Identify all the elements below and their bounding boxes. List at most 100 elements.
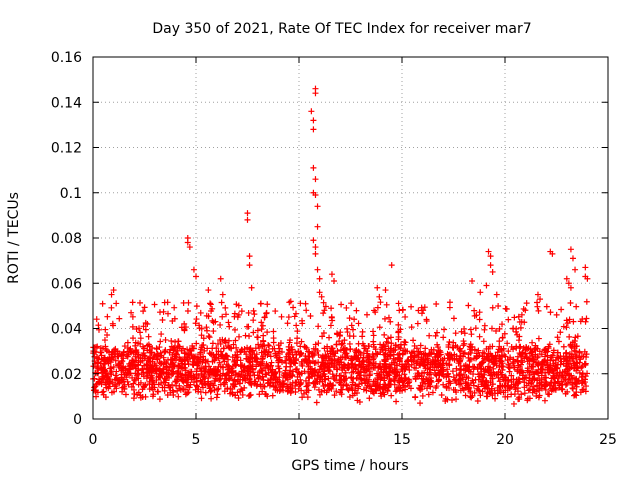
data-point: [210, 328, 217, 335]
data-point: [433, 364, 440, 371]
data-point: [402, 313, 409, 320]
y-tick-labels: 0 0.02 0.04 0.06 0.08 0.1 0.12 0.14 0.16: [51, 50, 82, 428]
data-point: [514, 357, 521, 364]
data-point: [404, 380, 411, 387]
data-point: [302, 377, 309, 384]
data-point: [387, 334, 394, 341]
data-point: [158, 352, 165, 359]
data-point: [131, 362, 138, 369]
data-point: [272, 386, 279, 393]
data-point: [466, 358, 473, 365]
data-point: [481, 350, 488, 357]
data-point: [118, 357, 125, 364]
data-point: [186, 244, 193, 251]
data-point: [521, 390, 528, 397]
data-point: [206, 369, 213, 376]
data-point: [108, 389, 115, 396]
data-point: [290, 304, 297, 311]
data-point: [134, 351, 141, 358]
data-point: [239, 391, 246, 398]
data-point: [101, 337, 108, 344]
data-point: [417, 348, 424, 355]
data-point: [202, 389, 209, 396]
data-point: [202, 357, 209, 364]
data-point: [264, 301, 271, 308]
data-point: [247, 354, 254, 361]
data-point: [294, 373, 301, 380]
data-point: [274, 350, 281, 357]
data-point: [353, 307, 360, 314]
data-point: [499, 371, 506, 378]
data-point: [499, 352, 506, 359]
data-point: [542, 386, 549, 393]
data-point: [209, 305, 216, 312]
data-point: [360, 386, 367, 393]
data-point: [414, 320, 421, 327]
data-point: [212, 318, 219, 325]
data-point: [363, 387, 370, 394]
data-point: [225, 337, 232, 344]
data-point: [127, 345, 134, 352]
data-point: [277, 340, 284, 347]
data-point: [365, 352, 372, 359]
data-point: [467, 393, 474, 400]
data-point: [355, 369, 362, 376]
data-point: [216, 359, 223, 366]
data-point: [150, 365, 157, 372]
data-point: [554, 334, 561, 341]
data-point: [285, 314, 292, 321]
data-point: [580, 386, 587, 393]
data-point: [248, 284, 255, 291]
data-point: [312, 366, 319, 373]
data-point: [245, 365, 252, 372]
y-tick-label: 0.12: [51, 141, 82, 157]
y-tick-label: 0.02: [51, 367, 82, 383]
data-point: [532, 351, 539, 358]
data-point: [566, 333, 573, 340]
data-point: [346, 315, 353, 322]
data-point: [99, 300, 106, 307]
data-point: [188, 348, 195, 355]
data-point: [457, 375, 464, 382]
data-point: [388, 392, 395, 399]
data-point: [420, 307, 427, 314]
data-point: [245, 309, 252, 316]
data-point: [583, 383, 590, 390]
data-point: [190, 355, 197, 362]
data-point: [357, 352, 364, 359]
data-point: [468, 331, 475, 338]
data-point: [231, 326, 238, 333]
data-point: [567, 357, 574, 364]
data-point: [207, 300, 214, 307]
data-point: [418, 386, 425, 393]
data-point: [524, 358, 531, 365]
data-point: [446, 351, 453, 358]
data-point: [333, 388, 340, 395]
data-point: [287, 372, 294, 379]
data-point: [432, 384, 439, 391]
data-point: [372, 346, 379, 353]
data-point: [369, 351, 376, 358]
data-point: [555, 338, 562, 345]
data-point: [499, 321, 506, 328]
data-point: [110, 363, 117, 370]
data-point: [234, 389, 241, 396]
data-point: [244, 216, 251, 223]
data-point: [264, 329, 271, 336]
data-point: [255, 375, 262, 382]
data-point: [113, 368, 120, 375]
data-point: [584, 275, 591, 282]
x-tick-label: 0: [89, 432, 98, 448]
data-point: [547, 385, 554, 392]
data-point: [412, 394, 419, 401]
data-point: [213, 394, 220, 401]
data-point: [124, 339, 131, 346]
data-point: [261, 348, 268, 355]
data-point: [158, 370, 165, 377]
data-point: [445, 373, 452, 380]
data-point: [303, 389, 310, 396]
data-point: [382, 347, 389, 354]
data-point: [343, 381, 350, 388]
data-point: [236, 370, 243, 377]
data-point: [290, 368, 297, 375]
